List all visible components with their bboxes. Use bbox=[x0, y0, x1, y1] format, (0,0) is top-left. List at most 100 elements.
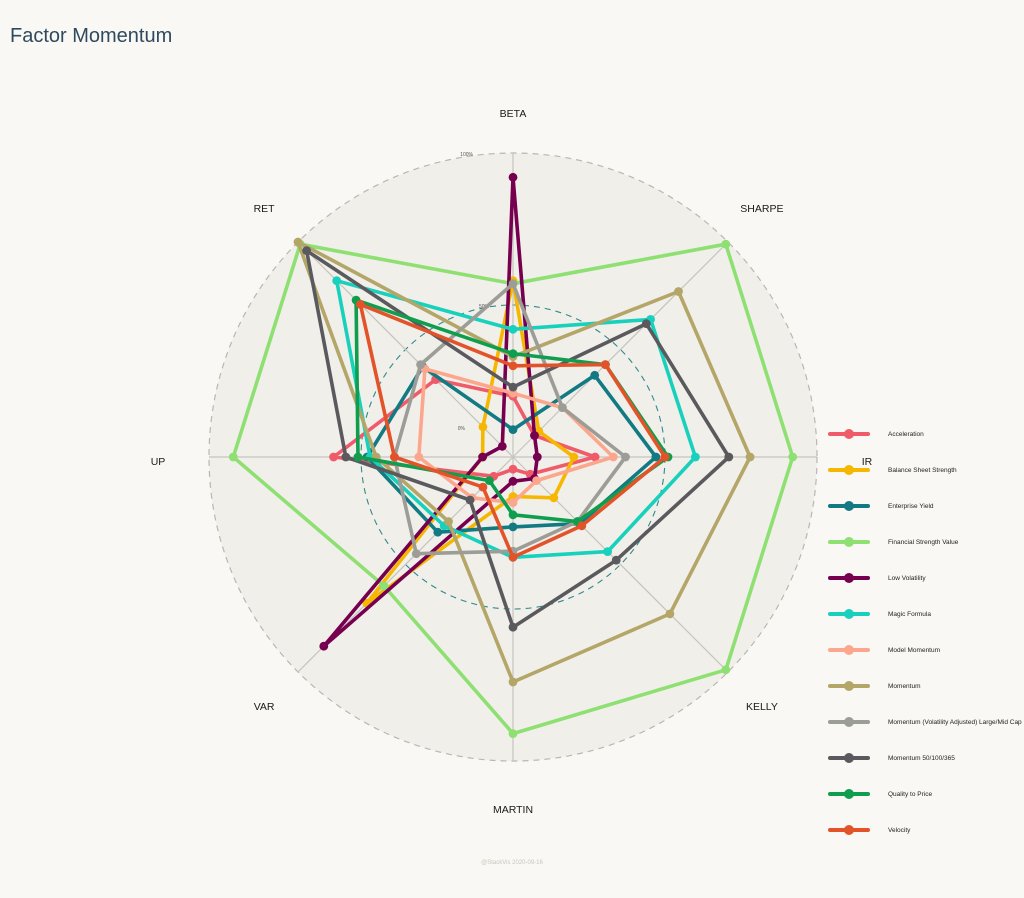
data-point-momentum-martin bbox=[508, 677, 518, 687]
data-point-balance-sheet-strength-kelly bbox=[549, 493, 559, 503]
legend-label: Quality to Price bbox=[888, 790, 933, 798]
data-point-acceleration-up bbox=[329, 452, 338, 462]
legend-swatch bbox=[828, 498, 870, 514]
data-point-velocity-up bbox=[390, 452, 399, 462]
legend-label: Enterprise Yield bbox=[888, 502, 934, 510]
data-point-momentum-ir bbox=[745, 452, 755, 462]
data-point-magic-formula-ir bbox=[691, 452, 700, 462]
data-point-velocity-martin bbox=[508, 552, 518, 562]
radar-spoke-kelly bbox=[512, 456, 729, 673]
data-point-low-volatility-up bbox=[478, 452, 487, 462]
data-point-enterprise-yield-ir bbox=[651, 452, 661, 462]
axis-label-ir: IR bbox=[862, 456, 873, 468]
legend-swatch bbox=[828, 570, 870, 586]
data-point-model-momentum-beta bbox=[508, 388, 518, 398]
legend-item-financial-strength-value[interactable]: Financial Strength Value bbox=[828, 534, 1024, 550]
data-point-quality-to-price-beta bbox=[508, 349, 518, 358]
data-point-acceleration-martin bbox=[508, 464, 518, 474]
legend-item-velocity[interactable]: Velocity bbox=[828, 822, 1024, 838]
data-point-momentum-volatility-adjusted-large-mid-cap-ir bbox=[621, 452, 630, 462]
data-point-financial-strength-value-kelly bbox=[721, 665, 731, 675]
data-point-acceleration-ir bbox=[590, 452, 600, 462]
data-point-low-volatility-var bbox=[319, 641, 329, 651]
data-point-financial-strength-value-sharpe bbox=[721, 239, 731, 249]
data-point-velocity-beta bbox=[508, 361, 518, 371]
ring-label: 100% bbox=[460, 152, 473, 158]
legend-swatch bbox=[828, 426, 870, 442]
data-point-momentum-volatility-adjusted-large-mid-cap-sharpe bbox=[558, 403, 567, 412]
series-velocity bbox=[356, 300, 670, 562]
data-point-velocity-ir bbox=[660, 452, 670, 462]
legend-item-momentum[interactable]: Momentum bbox=[828, 678, 1024, 694]
data-point-enterprise-yield-beta bbox=[508, 425, 518, 434]
data-point-momentum-50-100-365-sharpe bbox=[641, 319, 651, 329]
data-point-financial-strength-value-up bbox=[228, 452, 238, 462]
axis-label-beta: BETA bbox=[500, 108, 527, 120]
data-point-magic-formula-beta bbox=[508, 324, 518, 334]
data-point-model-momentum-martin bbox=[508, 498, 518, 507]
data-point-enterprise-yield-sharpe bbox=[590, 370, 600, 380]
data-point-velocity-sharpe bbox=[601, 360, 610, 369]
data-point-low-volatility-ret bbox=[497, 441, 507, 451]
data-point-quality-to-price-up bbox=[353, 452, 363, 462]
legend-item-low-volatility[interactable]: Low Volatility bbox=[828, 570, 1024, 586]
legend-label: Low Volatility bbox=[888, 574, 926, 582]
ring-label: 0% bbox=[458, 426, 466, 432]
data-point-momentum-50-100-365-var bbox=[465, 495, 475, 505]
data-point-momentum-ret bbox=[293, 237, 303, 247]
legend-swatch bbox=[828, 714, 870, 730]
data-point-financial-strength-value-ir bbox=[788, 452, 798, 462]
legend-item-momentum-50-100-365[interactable]: Momentum 50/100/365 bbox=[828, 750, 1024, 766]
data-point-momentum-50-100-365-beta bbox=[508, 382, 518, 392]
data-point-momentum-50-100-365-ret bbox=[302, 246, 311, 256]
legend-label: Magic Formula bbox=[888, 610, 931, 618]
legend-label: Momentum 50/100/365 bbox=[888, 754, 955, 762]
chart-title: Factor Momentum bbox=[10, 25, 173, 47]
legend-label: Acceleration bbox=[888, 430, 924, 438]
axis-label-martin: MARTIN bbox=[493, 804, 533, 816]
data-point-model-momentum-kelly bbox=[532, 476, 541, 485]
data-point-momentum-sharpe bbox=[674, 287, 683, 296]
axis-label-sharpe: SHARPE bbox=[740, 203, 783, 215]
data-point-momentum-var bbox=[444, 517, 453, 526]
data-point-model-momentum-ir bbox=[608, 452, 618, 462]
legend-label: Velocity bbox=[888, 826, 911, 834]
legend-swatch bbox=[828, 822, 870, 838]
data-point-magic-formula-ret bbox=[332, 276, 342, 286]
data-point-quality-to-price-martin bbox=[508, 510, 518, 520]
data-point-low-volatility-sharpe bbox=[530, 431, 539, 440]
data-point-enterprise-yield-var bbox=[433, 527, 443, 537]
radar-axis-labels: BETA SHARPE IR KELLY MARTIN VAR UP RET bbox=[151, 108, 873, 816]
data-point-low-volatility-ir bbox=[532, 452, 542, 462]
data-point-velocity-var bbox=[478, 482, 488, 492]
legend-item-model-momentum[interactable]: Model Momentum bbox=[828, 642, 1024, 658]
legend-item-quality-to-price[interactable]: Quality to Price bbox=[828, 786, 1024, 802]
data-point-momentum-volatility-adjusted-large-mid-cap-var bbox=[411, 549, 421, 559]
data-point-momentum-volatility-adjusted-large-mid-cap-beta bbox=[508, 279, 518, 289]
data-point-financial-strength-value-martin bbox=[508, 729, 518, 738]
watermark: @StackVis 2020-09-16 bbox=[481, 860, 543, 866]
legend-label: Model Momentum bbox=[888, 646, 941, 654]
axis-label-ret: RET bbox=[254, 203, 276, 215]
radar-spoke-sharpe bbox=[512, 241, 729, 458]
legend-swatch bbox=[828, 606, 870, 622]
legend-swatch bbox=[828, 750, 870, 766]
data-point-low-volatility-martin bbox=[508, 476, 518, 486]
legend-item-magic-formula[interactable]: Magic Formula bbox=[828, 606, 1024, 622]
radar-series-group bbox=[228, 172, 798, 738]
axis-label-up: UP bbox=[151, 456, 166, 468]
data-point-momentum-50-100-365-up bbox=[341, 452, 351, 462]
legend-item-balance-sheet-strength[interactable]: Balance Sheet Strength bbox=[828, 462, 1024, 478]
legend-item-acceleration[interactable]: Acceleration bbox=[828, 426, 1024, 442]
data-point-momentum-50-100-365-ir bbox=[724, 452, 734, 462]
data-point-quality-to-price-var bbox=[485, 476, 494, 485]
legend-item-enterprise-yield[interactable]: Enterprise Yield bbox=[828, 498, 1024, 514]
data-point-velocity-kelly bbox=[577, 521, 587, 531]
data-point-balance-sheet-strength-ret bbox=[478, 422, 488, 432]
legend-item-momentum-volatility-adjusted-large-mid-cap[interactable]: Momentum (Volatility Adjusted) Large/Mid… bbox=[828, 714, 1024, 730]
data-point-model-momentum-up bbox=[414, 452, 424, 462]
legend-swatch bbox=[828, 786, 870, 802]
data-point-momentum-volatility-adjusted-large-mid-cap-ret bbox=[416, 360, 425, 369]
legend-label: Momentum bbox=[888, 682, 921, 690]
